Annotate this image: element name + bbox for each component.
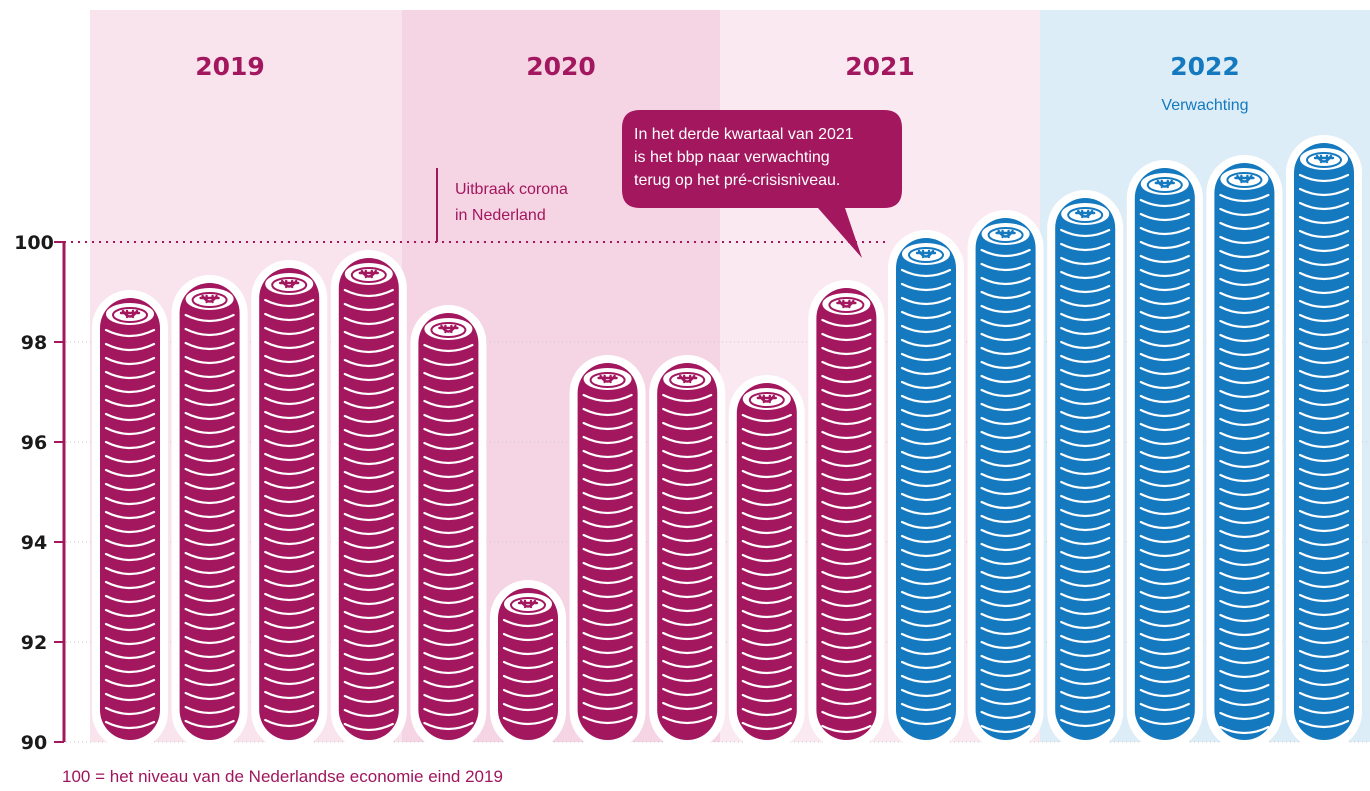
y-tick-label: 96 (21, 432, 47, 454)
bar-2019-Q4 (330, 250, 407, 750)
bar-2020-Q4 (649, 355, 726, 750)
bar-2020-Q3 (569, 355, 646, 750)
year-label-2021: 2021 (845, 52, 915, 81)
corona-annotation-line: in Nederland (455, 207, 546, 224)
year-labels: 2019 2020 2021 2022 Verwachting (195, 52, 1248, 114)
year-subtitle: Verwachting (1161, 97, 1248, 114)
speech-bubble (622, 110, 902, 258)
bar-2022-Q4 (1286, 135, 1362, 750)
year-label-2020: 2020 (526, 52, 596, 81)
bar-2021-Q1 (728, 375, 805, 750)
bar-2019-Q3 (251, 260, 328, 750)
y-tick-label: 90 (21, 732, 47, 754)
annotations: Uitbraak corona in Nederland In het derde … (436, 110, 902, 258)
bar-2022-Q2 (1126, 160, 1203, 750)
coin-stacks (92, 135, 1362, 750)
bar-2019-Q2 (171, 275, 248, 750)
corona-annotation-line: Uitbraak corona (455, 181, 568, 198)
bar-2020-Q2 (490, 580, 566, 750)
bar-2022-Q3 (1206, 155, 1283, 750)
bar-2020-Q1 (410, 305, 487, 750)
y-tick-label: 98 (21, 332, 47, 354)
bubble-text-line: terug op het pré-crisisniveau. (634, 172, 840, 189)
year-label-2022: 2022 (1170, 52, 1240, 81)
y-axis: 90 92 94 96 98 100 (14, 232, 66, 754)
y-tick-label: 100 (14, 232, 54, 254)
footnote: 100 = het niveau van de Nederlandse econ… (62, 767, 503, 786)
year-label-2019: 2019 (195, 52, 265, 81)
bar-2019-Q1 (92, 290, 168, 750)
bar-2021-Q3 (888, 230, 964, 750)
y-tick-label: 92 (21, 632, 47, 654)
y-tick-label: 94 (21, 532, 47, 554)
bar-2021-Q4 (967, 210, 1044, 750)
bubble-text-line: is het bbp naar verwachting (634, 149, 830, 166)
bubble-text-line: In het derde kwartaal van 2021 (634, 126, 854, 143)
bar-2022-Q1 (1047, 190, 1124, 750)
bar-2021-Q2 (808, 280, 885, 750)
